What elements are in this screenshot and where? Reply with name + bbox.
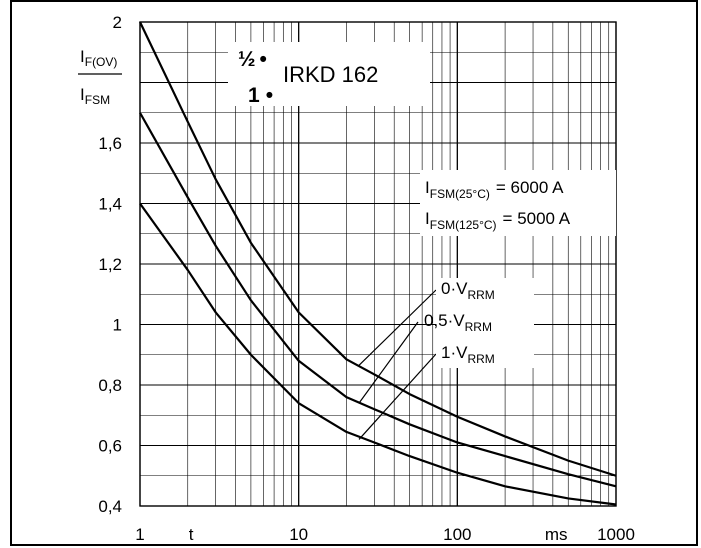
y-tick-label: 1,2 [98,255,122,274]
y-tick-label: 0,4 [98,497,122,516]
series-label-0: 0·VRRM [441,279,495,302]
half-wave-marker: ½ • [238,48,267,71]
series-line-1 [139,112,617,488]
chart-leaders [358,289,437,440]
series-line-2 [139,202,617,506]
y-tick-label: 2 [113,13,122,32]
y-label-numerator: IF(OV) [80,47,117,69]
leader-line-2 [358,353,437,440]
one-wave-marker: 1 • [248,84,273,107]
device-box-bg [228,42,430,106]
device-legend: ½ • IRKD 162 1 • [238,48,378,107]
x-tick-label: 1000 [597,525,635,544]
y-tick-label: 0,8 [98,376,122,395]
x-tick-label: 1 [135,525,144,544]
rating-125c: IFSM(125°C) = 5000 A [425,209,571,232]
y-tick-label: 0,6 [98,437,122,456]
series-line-0 [139,21,617,477]
y-label-denominator: IFSM [80,85,110,107]
chart-ticks: 0,4 0,6 0,8 1 1,2 1,4 1,6 2 1 10 100 1000 t ms [98,13,635,544]
y-tick-label: 1,6 [98,134,122,153]
leader-line-1 [358,321,419,404]
y-tick-label: 1,4 [98,195,122,214]
series-label-1: 0,5·VRRM [424,311,492,334]
x-tick-label: 100 [443,525,471,544]
leader-line-0 [358,289,437,366]
device-name: IRKD 162 [283,62,378,87]
x-label-t: t [189,525,194,544]
plot-border [139,21,617,507]
x-label-ms: ms [545,525,568,544]
chart-frame [10,0,698,546]
rating-25c: IFSM(25°C) = 6000 A [425,178,564,201]
series-label-bg [436,278,534,368]
rating-box-bg [420,170,616,236]
x-tick-label: 10 [289,525,308,544]
y-axis-label: IF(OV) IFSM [78,47,122,107]
series-label-2: 1·VRRM [441,343,495,366]
series-labels: 0·VRRM 0,5·VRRM 1·VRRM [424,279,495,366]
rating-box: IFSM(25°C) = 6000 A IFSM(125°C) = 5000 A [425,178,571,232]
y-tick-label: 1 [113,316,122,335]
